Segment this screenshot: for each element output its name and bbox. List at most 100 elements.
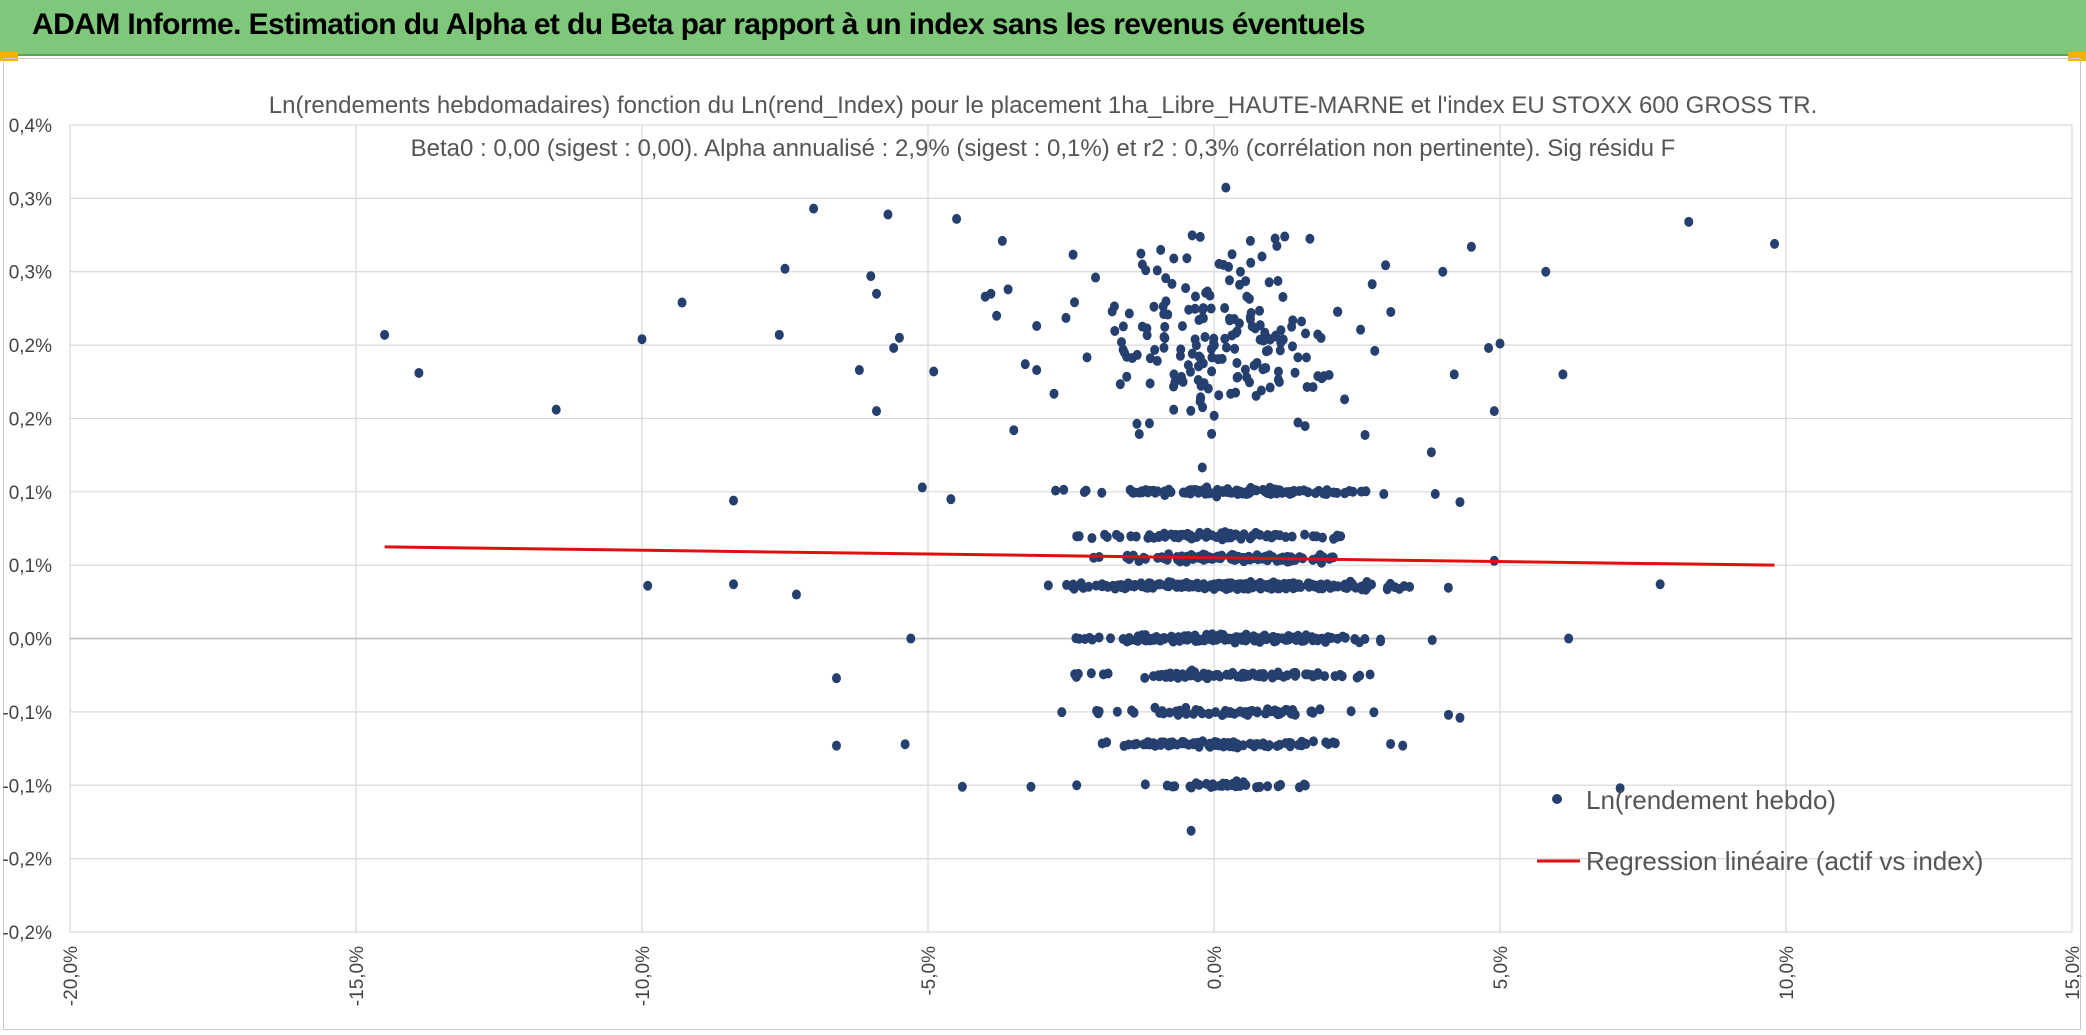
data-point [1367,579,1377,590]
data-point [952,213,962,224]
data-point [1148,582,1158,593]
data-point [1191,778,1201,789]
data-point [1157,706,1167,717]
axes: 0,4% 0,3% 0,3% 0,2% 0,2% 0,1% 0,1% 0,0% -0,1% -0,… [2,116,2084,1006]
data-point [1344,486,1354,497]
data-point [780,263,790,274]
data-point [1290,367,1300,378]
data-point [1140,672,1150,683]
regression-line [384,545,1775,567]
data-point [1295,552,1305,563]
data-point [1141,635,1151,646]
grid-lines [69,124,2073,933]
data-point [1301,352,1311,363]
data-point [1315,704,1325,715]
data-point [1172,707,1182,718]
data-point [1438,266,1448,277]
data-point [1190,291,1200,302]
data-point [1252,357,1262,368]
data-point [1118,321,1128,332]
data-points [380,182,1780,836]
data-point [1127,487,1137,498]
data-point [1129,707,1139,718]
data-point [1097,487,1107,498]
data-point [1301,328,1311,339]
data-point [1293,352,1303,363]
data-point [1189,632,1199,643]
data-point [1087,533,1097,544]
data-point [1111,529,1121,540]
data-point [1285,487,1295,498]
data-point [1273,366,1283,377]
data-point [1261,346,1271,357]
data-point [1190,334,1200,345]
data-point [1195,352,1205,363]
data-point [1009,425,1019,436]
data-point [1214,390,1224,401]
data-point [1484,343,1494,354]
data-point [1356,324,1366,335]
data-point [1140,779,1150,790]
data-point [854,365,864,376]
data-point [1370,345,1380,356]
data-point [883,209,893,220]
data-point [1207,366,1217,377]
data-point [1319,371,1329,382]
data-point [900,739,910,750]
data-point [1328,487,1338,498]
y-tick-label: 0,2% [9,409,52,430]
data-point [1655,579,1665,590]
data-point [1231,327,1241,338]
data-point [1068,579,1078,590]
data-point [1132,738,1142,749]
data-point [1455,497,1465,508]
data-point [1061,312,1071,323]
data-point [1167,737,1177,748]
y-tick-label: -0,2% [2,923,52,944]
data-point [1226,388,1236,399]
data-point [1197,462,1207,473]
data-point [1232,776,1242,787]
data-point [1092,705,1102,716]
data-point [1177,321,1187,332]
data-point [677,297,687,308]
y-tick-label: 0,2% [9,336,52,357]
data-point [1315,549,1325,560]
data-point [1186,530,1196,541]
data-point [1306,706,1316,717]
data-point [946,494,956,505]
data-point [997,235,1007,246]
y-tick-label: 0,1% [9,483,52,504]
data-point [1313,668,1323,679]
data-point [1221,342,1231,353]
data-point [1426,447,1436,458]
data-point [1245,312,1255,323]
data-point [1225,315,1235,326]
data-point [1242,372,1252,383]
data-point [1091,272,1101,283]
data-point [1558,369,1568,380]
data-point [1214,740,1224,751]
data-point [1217,353,1227,364]
data-point [1126,580,1136,591]
data-point [1216,629,1226,640]
data-point [1227,487,1237,498]
data-point [980,291,990,302]
data-point [1159,309,1169,320]
data-point [1216,579,1226,590]
data-point [1332,531,1342,542]
data-point [1232,357,1242,368]
data-point [1489,406,1499,417]
data-point [1213,488,1223,499]
data-point [1225,741,1235,752]
data-point [1235,266,1245,277]
data-point [1379,489,1389,500]
data-point [1466,241,1476,252]
data-point [1233,739,1243,750]
data-point [1102,737,1112,748]
data-point [1255,305,1265,316]
data-point [1244,488,1254,499]
data-point [1026,781,1036,792]
data-point [831,673,841,684]
data-point [1241,633,1251,644]
